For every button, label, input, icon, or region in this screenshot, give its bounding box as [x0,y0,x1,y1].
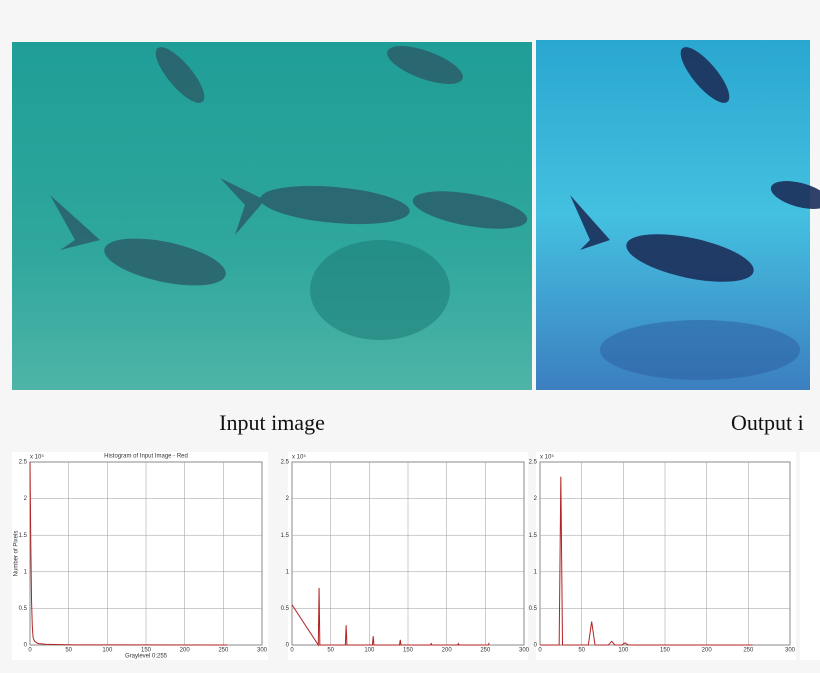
y-tick-label: 1 [286,569,290,575]
chart-title: Histogram of Input Image - Red [104,454,188,460]
x-tick-label: 0 [290,648,294,654]
x-tick-label: 150 [141,648,152,654]
x-tick-label: 50 [65,648,72,654]
y-tick-label: 1.5 [281,533,290,539]
x-tick-label: 200 [442,648,453,654]
y-tick-label: 2 [24,496,28,502]
x-tick-label: 100 [618,648,629,654]
x-tick-label: 250 [480,648,491,654]
x-tick-label: 250 [743,648,754,654]
x-tick-label: 100 [364,648,375,654]
histogram-line [540,476,753,646]
y-tick-label: 1.5 [19,533,28,539]
y-tick-label: 1 [24,569,28,575]
x-tick-label: 300 [257,648,268,654]
y-tick-label: 0 [534,643,538,649]
y-tick-label: 0.5 [19,606,28,612]
histogram-line [291,587,490,647]
y-unit: x 10⁵ [292,454,306,461]
x-tick-label: 200 [180,648,191,654]
y-tick-label: 1.5 [529,533,538,539]
y-tick-label: 2 [534,496,538,502]
y-unit: x 10⁵ [30,454,44,461]
x-tick-label: 50 [327,648,334,654]
x-tick-label: 150 [403,648,414,654]
x-tick-label: 300 [785,648,796,654]
panel [536,452,796,660]
x-tick-label: 100 [102,648,113,654]
x-tick-label: 150 [660,648,671,654]
y-tick-label: 2.5 [281,460,290,466]
x-tick-label: 0 [538,648,542,654]
caption: Input image [219,410,325,435]
x-tick-label: 250 [218,648,229,654]
x-tick-label: 50 [578,648,585,654]
output-image [536,40,820,390]
y-tick-label: 1 [534,569,538,575]
panel [800,452,820,660]
y-tick-label: 2 [286,496,290,502]
x-tick-label: 200 [702,648,713,654]
y-tick-label: 0 [286,643,290,649]
y-tick-label: 2.5 [529,460,538,466]
x-tick-label: 0 [28,648,32,654]
y-tick-label: 0 [24,643,28,649]
x-axis-label: Graylevel 0:255 [125,654,168,660]
y-axis-label: Number of Pixels [14,531,20,577]
panel [12,452,268,660]
y-tick-label: 0.5 [281,606,290,612]
y-tick-label: 2.5 [19,460,28,466]
y-tick-label: 0.5 [529,606,538,612]
x-tick-label: 300 [519,648,530,654]
histogram-line [29,461,228,646]
caption: Output i [731,410,804,435]
y-unit: x 10⁵ [540,454,554,461]
input-image [12,42,532,390]
